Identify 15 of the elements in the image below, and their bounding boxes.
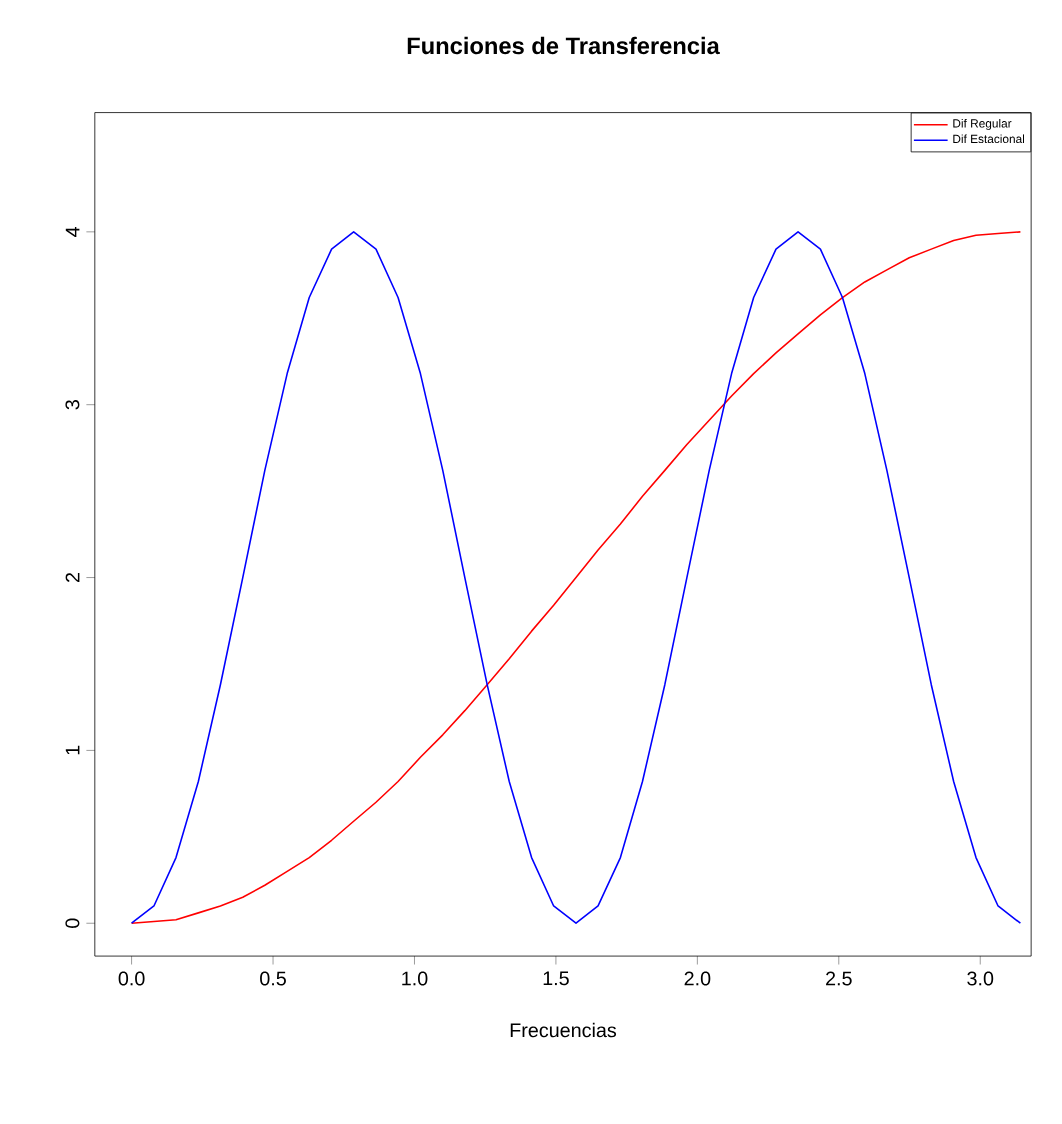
y-tick-label: 2 xyxy=(65,573,80,583)
y-tick-label: 0 xyxy=(65,918,80,928)
x-tick-label: 2.0 xyxy=(684,971,710,986)
x-tick-label: 3.0 xyxy=(966,971,993,986)
x-tick-label: 1.0 xyxy=(401,971,428,986)
x-tick-label: 0.5 xyxy=(259,971,286,986)
x-tick-label: 1.5 xyxy=(543,971,569,986)
chart-title: Funciones de Transferencia xyxy=(407,36,720,55)
y-tick-label: 4 xyxy=(65,226,80,237)
y-tick-label: 1 xyxy=(65,745,80,755)
line-series xyxy=(130,231,1021,925)
x-axis-title: Frecuencias xyxy=(510,1022,616,1038)
y-tick-label: 3 xyxy=(65,400,80,410)
x-tick-label: 2.5 xyxy=(825,971,852,986)
x-tick-label: 0.0 xyxy=(118,971,145,986)
